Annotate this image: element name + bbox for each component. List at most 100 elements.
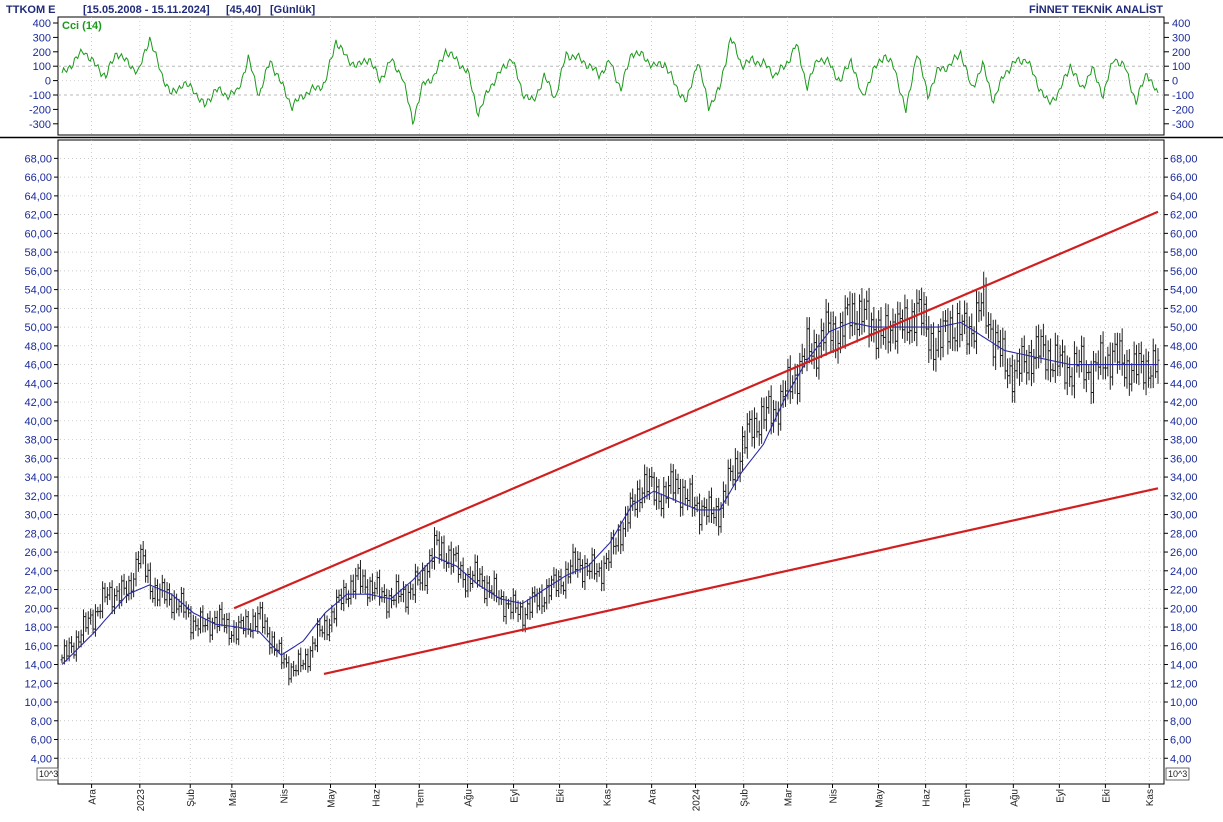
price-y-tick-label-left: 56,00	[24, 266, 52, 278]
price-y-tick-label-left: 52,00	[24, 303, 52, 315]
price-y-tick-label-left: 16,00	[24, 641, 52, 653]
price-y-tick-label-right: 18,00	[1170, 622, 1198, 634]
cci-y-tick-label-right: 200	[1172, 47, 1190, 59]
unit-label-left: 10^3	[39, 769, 58, 779]
trend-lines	[233, 210, 1159, 675]
x-tick-label: Mar	[228, 788, 239, 806]
price-y-tick-label-left: 4,00	[31, 753, 52, 765]
price-grid	[60, 140, 1162, 784]
x-tick-label: 2024	[691, 789, 702, 812]
price-y-tick-label-left: 36,00	[24, 453, 52, 465]
price-y-tick-label-left: 64,00	[24, 191, 52, 203]
cci-y-tick-label-left: -200	[29, 104, 51, 116]
price-y-tick-label-left: 14,00	[24, 660, 52, 672]
price-y-tick-label-left: 48,00	[24, 341, 52, 353]
price-y-tick-label-right: 8,00	[1170, 716, 1191, 728]
price-y-tick-label-right: 56,00	[1170, 266, 1198, 278]
price-y-tick-label-right: 52,00	[1170, 303, 1198, 315]
price-y-tick-label-right: 68,00	[1170, 153, 1198, 165]
x-tick-label: Ağu	[464, 789, 475, 807]
price-y-tick-label-left: 42,00	[24, 397, 52, 409]
price-y-tick-label-left: 58,00	[24, 247, 52, 259]
price-y-tick-label-right: 50,00	[1170, 322, 1198, 334]
unit-label-right: 10^3	[1168, 769, 1187, 779]
upper-trend-line	[233, 210, 1159, 610]
price-y-tick-label-left: 6,00	[31, 735, 52, 747]
price-y-tick-label-right: 14,00	[1170, 660, 1198, 672]
cci-grid	[58, 17, 1164, 135]
price-y-tick-label-left: 32,00	[24, 491, 52, 503]
price-y-tick-label-left: 8,00	[31, 716, 52, 728]
price-y-tick-label-right: 36,00	[1170, 453, 1198, 465]
price-y-tick-label-right: 10,00	[1170, 697, 1198, 709]
x-axis: Ara 2023 Şub Mar Nis May Haz Tem Ağu Eyl Eki Kas Ara…	[88, 784, 1156, 812]
price-y-tick-label-left: 68,00	[24, 153, 52, 165]
price-y-tick-label-left: 44,00	[24, 378, 52, 390]
price-y-tick-label-right: 44,00	[1170, 378, 1198, 390]
price-y-tick-label-right: 34,00	[1170, 472, 1198, 484]
cci-y-tick-label-left: 0	[45, 76, 51, 88]
price-y-tick-label-right: 48,00	[1170, 341, 1198, 353]
unit-badge-left: 10^3	[36, 767, 59, 781]
price-y-tick-label-left: 20,00	[24, 603, 52, 615]
symbol-label: TTKOM E	[6, 4, 56, 16]
price-y-tick-label-right: 32,00	[1170, 491, 1198, 503]
cci-y-tick-label-left: 300	[33, 32, 51, 44]
price-y-tick-label-right: 28,00	[1170, 528, 1198, 540]
price-y-tick-label-right: 22,00	[1170, 585, 1198, 597]
moving-average	[61, 321, 1158, 665]
x-tick-label: Haz	[922, 789, 933, 807]
price-y-tick-label-right: 40,00	[1170, 416, 1198, 428]
price-y-tick-label-left: 24,00	[24, 566, 52, 578]
price-y-tick-label-left: 10,00	[24, 697, 52, 709]
price-y-tick-label-right: 20,00	[1170, 603, 1198, 615]
price-y-tick-label-right: 62,00	[1170, 210, 1198, 222]
price-y-tick-label-left: 30,00	[24, 510, 52, 522]
x-tick-label: Tem	[415, 789, 426, 808]
cci-y-tick-label-left: -300	[29, 119, 51, 131]
price-y-tick-label-right: 60,00	[1170, 228, 1198, 240]
cci-y-tick-label-right: 0	[1172, 76, 1178, 88]
x-tick-label: Eki	[556, 789, 567, 803]
price-y-tick-label-left: 34,00	[24, 472, 52, 484]
cci-y-tick-label-right: 400	[1172, 18, 1190, 30]
cci-title: Cci (14)	[62, 20, 102, 32]
cci-y-tick-label-left: 400	[33, 18, 51, 30]
x-tick-label: Kas	[603, 789, 614, 806]
price-y-tick-label-left: 50,00	[24, 322, 52, 334]
price-y-tick-label-right: 26,00	[1170, 547, 1198, 559]
x-tick-label: 2023	[136, 789, 147, 812]
cci-y-tick-label-right: -200	[1172, 104, 1194, 116]
x-tick-label: Eki	[1101, 789, 1112, 803]
price-y-tick-label-left: 46,00	[24, 360, 52, 372]
price-y-tick-label-left: 40,00	[24, 416, 52, 428]
cci-y-tick-label-left: -100	[29, 90, 51, 102]
price-y-tick-label-right: 66,00	[1170, 172, 1198, 184]
last-price-label: [45,40]	[226, 4, 261, 16]
price-y-tick-label-right: 4,00	[1170, 753, 1191, 765]
price-y-tick-label-right: 24,00	[1170, 566, 1198, 578]
price-y-tick-label-left: 66,00	[24, 172, 52, 184]
brand-label: FİNNET TEKNİK ANALİST	[1029, 3, 1163, 16]
cci-y-axis: 400 400 300 300 200 200 100 100 0 0 -100 -100 -200 -2…	[29, 18, 1194, 131]
x-tick-label: May	[327, 789, 338, 808]
price-y-tick-label-right: 16,00	[1170, 641, 1198, 653]
price-y-tick-label-right: 6,00	[1170, 735, 1191, 747]
cci-y-tick-label-right: -100	[1172, 90, 1194, 102]
x-tick-label: Ara	[648, 789, 659, 805]
x-tick-label: Şub	[740, 789, 751, 807]
cci-y-tick-label-right: 300	[1172, 32, 1190, 44]
x-tick-label: May	[875, 789, 886, 808]
x-tick-label: Ağu	[1009, 789, 1020, 807]
price-y-tick-label-left: 12,00	[24, 678, 52, 690]
period-label: [Günlük]	[270, 4, 316, 16]
price-y-tick-label-right: 54,00	[1170, 285, 1198, 297]
lower-trend-line	[323, 487, 1159, 675]
x-tick-label: Eyl	[1055, 789, 1066, 803]
price-pane-frame	[57, 139, 1165, 785]
cci-y-tick-label-right: -300	[1172, 119, 1194, 131]
x-tick-label: Tem	[962, 789, 973, 808]
cci-y-tick-label-right: 100	[1172, 61, 1190, 73]
x-tick-label: Mar	[784, 788, 795, 806]
